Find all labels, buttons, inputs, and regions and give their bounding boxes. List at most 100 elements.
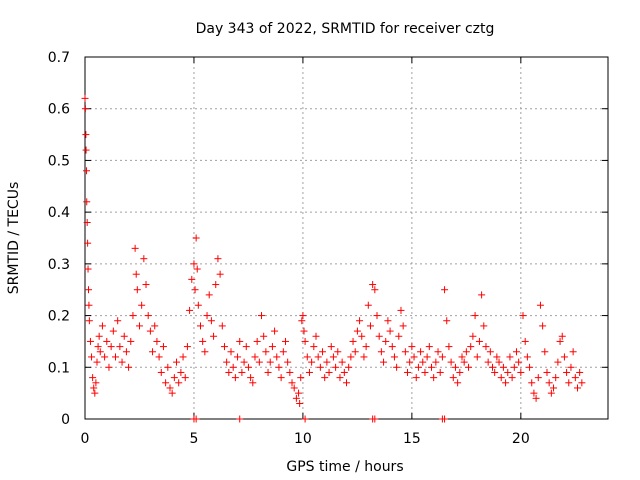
data-point: [186, 306, 194, 314]
data-point: [214, 255, 222, 263]
data-point: [91, 389, 99, 397]
data-point: [353, 327, 361, 335]
data-point: [105, 363, 113, 371]
data-point: [395, 332, 403, 340]
data-point: [504, 368, 512, 376]
data-point: [349, 337, 357, 345]
data-point: [205, 291, 213, 299]
data-point: [316, 363, 324, 371]
data-point: [203, 312, 211, 320]
data-point: [286, 368, 294, 376]
data-point: [85, 317, 93, 325]
data-point: [303, 353, 311, 361]
data-point: [489, 363, 497, 371]
data-point: [114, 317, 122, 325]
data-point: [85, 301, 93, 309]
data-point: [81, 94, 89, 102]
data-point: [82, 146, 90, 154]
data-point: [508, 374, 516, 382]
plot-frame: [84, 56, 609, 420]
data-point: [234, 353, 242, 361]
data-point: [82, 131, 90, 139]
data-point: [556, 337, 564, 345]
data-point: [360, 353, 368, 361]
data-point: [543, 368, 551, 376]
data-point: [127, 337, 135, 345]
data-point: [364, 301, 372, 309]
data-point: [255, 358, 263, 366]
data-point: [298, 317, 306, 325]
data-point: [438, 353, 446, 361]
data-point: [83, 167, 91, 175]
data-point: [425, 343, 433, 351]
data-point: [401, 348, 409, 356]
data-point: [576, 368, 584, 376]
data-point: [475, 337, 483, 345]
y-axis-label: SRMTID / TECUs: [6, 182, 22, 295]
data-point: [273, 353, 281, 361]
data-point: [408, 343, 416, 351]
x-tick-label: 5: [189, 431, 198, 447]
data-point: [397, 306, 405, 314]
data-point: [84, 265, 92, 273]
data-point: [449, 374, 457, 382]
data-point: [153, 337, 161, 345]
data-point: [125, 363, 133, 371]
data-point: [166, 384, 174, 392]
data-point: [338, 358, 346, 366]
axis-ticks: [84, 56, 608, 420]
data-point: [528, 379, 536, 387]
data-point: [423, 353, 431, 361]
data-point: [295, 389, 303, 397]
data-point: [236, 337, 244, 345]
data-point: [366, 322, 374, 330]
data-point: [573, 384, 581, 392]
data-point: [251, 353, 259, 361]
data-point: [173, 358, 181, 366]
data-point: [188, 275, 196, 283]
data-point: [94, 343, 102, 351]
data-point: [220, 343, 228, 351]
data-point: [386, 327, 394, 335]
data-point: [469, 332, 477, 340]
data-point: [325, 368, 333, 376]
data-point: [135, 322, 143, 330]
data-point: [244, 363, 252, 371]
data-point: [159, 343, 167, 351]
data-point: [83, 218, 91, 226]
x-tick-label: 15: [403, 431, 421, 447]
data-point: [451, 363, 459, 371]
data-point: [284, 358, 292, 366]
data-point: [434, 348, 442, 356]
data-point: [175, 379, 183, 387]
data-point: [253, 337, 261, 345]
data-point: [266, 358, 274, 366]
scatter-points: [81, 94, 586, 423]
data-point: [297, 374, 305, 382]
data-point: [155, 353, 163, 361]
data-point: [242, 343, 250, 351]
data-point: [231, 374, 239, 382]
y-tick-label: 0.5: [48, 153, 70, 169]
data-point: [336, 374, 344, 382]
data-point: [229, 363, 237, 371]
data-point: [288, 379, 296, 387]
data-point: [168, 389, 176, 397]
data-point: [218, 322, 226, 330]
data-point: [262, 348, 270, 356]
data-point: [334, 348, 342, 356]
data-point: [467, 343, 475, 351]
data-point: [536, 301, 544, 309]
data-point: [432, 358, 440, 366]
y-tick-label: 0.4: [48, 205, 70, 221]
data-point: [107, 343, 115, 351]
data-point: [190, 260, 198, 268]
data-point: [347, 353, 355, 361]
data-point: [181, 374, 189, 382]
data-point: [299, 312, 307, 320]
data-point: [212, 281, 220, 289]
data-point: [436, 368, 444, 376]
data-point: [515, 358, 523, 366]
data-point: [486, 348, 494, 356]
data-point: [550, 384, 558, 392]
